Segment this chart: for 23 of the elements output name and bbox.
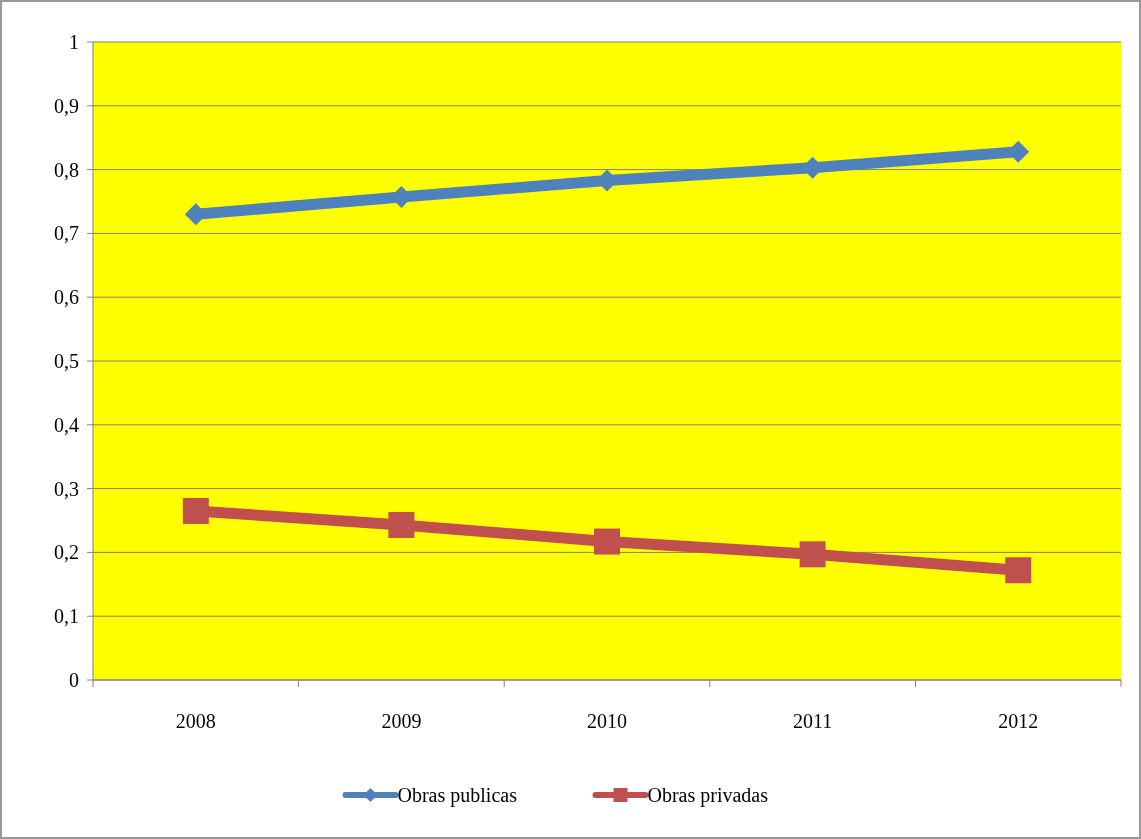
x-tick-label: 2009 — [381, 710, 422, 732]
point — [1005, 557, 1032, 584]
y-tick-label: 0 — [69, 669, 79, 691]
y-tick-label: 0,9 — [54, 94, 79, 117]
x-tick-label: 2012 — [998, 710, 1039, 732]
x-tick-label: 2010 — [587, 710, 627, 732]
point — [388, 511, 415, 538]
y-tick-label: 0,5 — [54, 350, 79, 372]
y-tick-label: 0,7 — [54, 222, 79, 245]
y-tick-label: 0,2 — [54, 541, 79, 564]
point — [799, 541, 826, 568]
y-tick-label: 0,3 — [54, 477, 79, 500]
point — [182, 497, 209, 524]
x-tick-label: 2008 — [175, 710, 216, 732]
y-tick-label: 0,4 — [54, 413, 79, 436]
legend-label: Obras privadas — [647, 784, 769, 807]
y-tick-label: 0,6 — [54, 286, 79, 309]
y-tick-label: 1 — [69, 31, 79, 53]
y-tick-label: 0,1 — [54, 605, 79, 628]
point — [594, 528, 620, 555]
x-tick-label: 2011 — [792, 710, 833, 732]
y-tick-label: 0,8 — [54, 158, 79, 181]
legend-label: Obras publicas — [397, 784, 518, 807]
